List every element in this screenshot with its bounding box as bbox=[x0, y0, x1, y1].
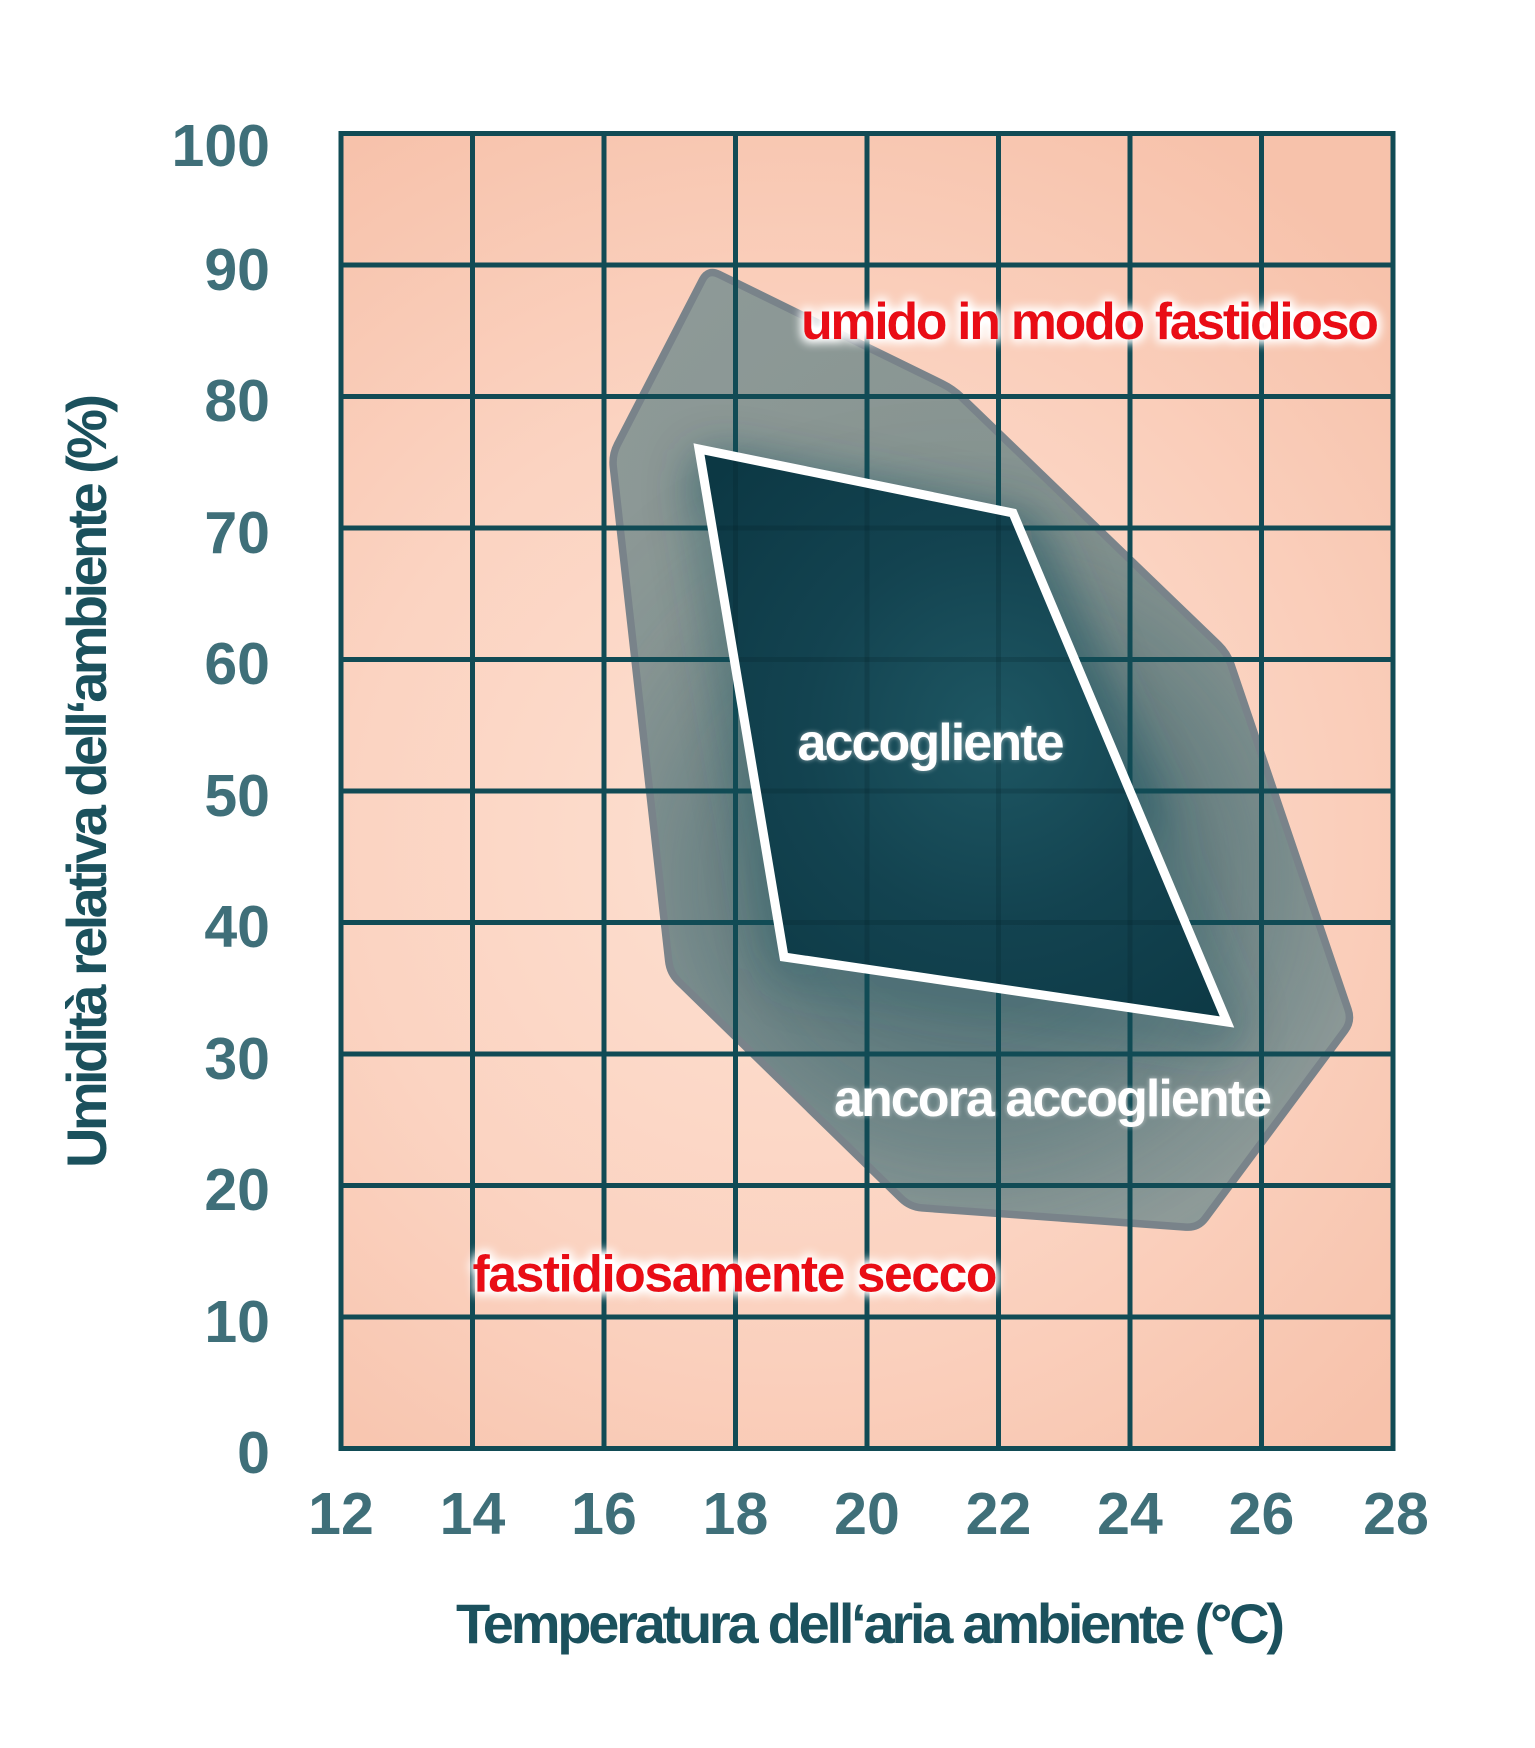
svg-text:80: 80 bbox=[204, 368, 270, 434]
svg-text:24: 24 bbox=[1097, 1481, 1163, 1547]
svg-text:10: 10 bbox=[204, 1289, 270, 1355]
svg-text:Umidità relativa dell‘ambiente: Umidità relativa dell‘ambiente (%) bbox=[55, 394, 118, 1168]
svg-text:28: 28 bbox=[1363, 1481, 1429, 1547]
svg-text:ancora accogliente: ancora accogliente bbox=[834, 1070, 1272, 1128]
svg-text:90: 90 bbox=[204, 237, 270, 303]
svg-text:70: 70 bbox=[204, 500, 270, 566]
svg-text:40: 40 bbox=[204, 894, 270, 960]
svg-text:Temperatura dell‘aria ambiente: Temperatura dell‘aria ambiente (°C) bbox=[456, 1592, 1285, 1655]
svg-text:12: 12 bbox=[308, 1481, 374, 1547]
svg-text:20: 20 bbox=[834, 1481, 900, 1547]
svg-text:14: 14 bbox=[440, 1481, 506, 1547]
svg-text:umido in modo fastidioso: umido in modo fastidioso bbox=[801, 293, 1379, 351]
svg-text:18: 18 bbox=[703, 1481, 769, 1547]
svg-text:20: 20 bbox=[204, 1157, 270, 1223]
svg-text:accogliente: accogliente bbox=[798, 714, 1065, 772]
svg-text:100: 100 bbox=[172, 113, 270, 179]
svg-text:fastidiosamente secco: fastidiosamente secco bbox=[473, 1246, 998, 1304]
svg-text:26: 26 bbox=[1229, 1481, 1295, 1547]
svg-text:22: 22 bbox=[966, 1481, 1032, 1547]
svg-text:16: 16 bbox=[571, 1481, 637, 1547]
svg-text:50: 50 bbox=[204, 763, 270, 829]
svg-text:0: 0 bbox=[237, 1420, 270, 1486]
svg-text:60: 60 bbox=[204, 631, 270, 697]
svg-text:30: 30 bbox=[204, 1026, 270, 1092]
